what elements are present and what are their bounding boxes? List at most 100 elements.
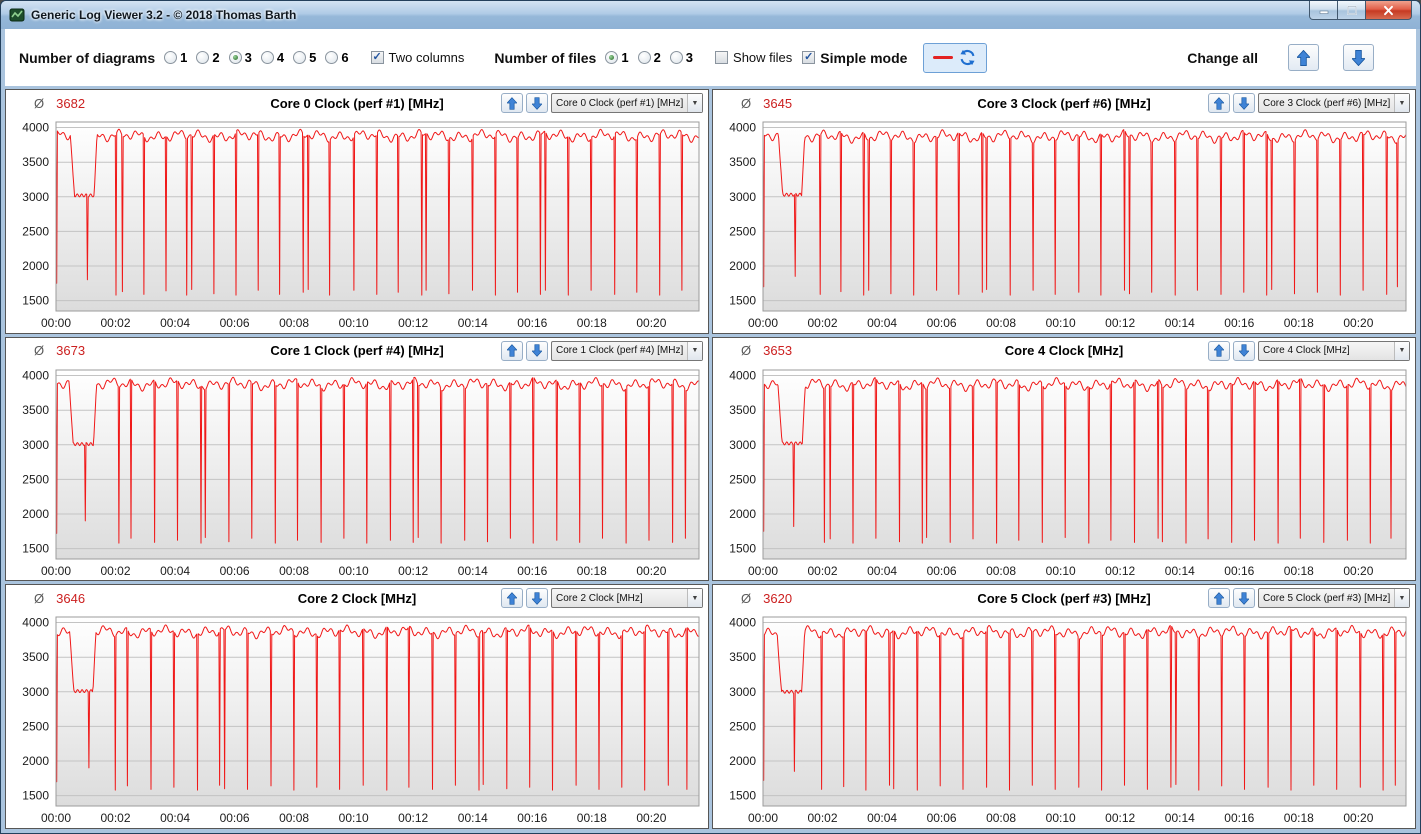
svg-text:00:12: 00:12 — [1105, 316, 1135, 330]
signal-dropdown[interactable]: Core 2 Clock [MHz] ▼ — [551, 588, 703, 609]
signal-dropdown[interactable]: Core 4 Clock [MHz] ▼ — [1258, 340, 1410, 361]
chart-panel-5: Ø 3620 Core 5 Clock (perf #3) [MHz] Core… — [712, 584, 1416, 829]
radio-icon[interactable] — [605, 51, 619, 64]
diagram-count-option-6[interactable]: 6 — [325, 50, 349, 65]
panel-header: Ø 3620 Core 5 Clock (perf #3) [MHz] Core… — [713, 585, 1415, 612]
svg-text:00:14: 00:14 — [1165, 564, 1195, 578]
panel-move-up-button[interactable] — [1208, 93, 1230, 113]
radio-icon[interactable] — [293, 51, 307, 64]
chevron-down-icon[interactable]: ▼ — [687, 94, 702, 112]
chevron-down-icon[interactable]: ▼ — [687, 589, 702, 608]
svg-text:3500: 3500 — [22, 651, 49, 665]
show-files-checkbox[interactable]: Show files — [715, 50, 792, 65]
change-all-up-button[interactable] — [1288, 44, 1319, 71]
svg-text:1500: 1500 — [729, 541, 756, 555]
close-button[interactable] — [1366, 1, 1412, 20]
diagram-count-option-1[interactable]: 1 — [164, 50, 187, 65]
signal-dropdown[interactable]: Core 3 Clock (perf #6) [MHz] ▼ — [1258, 93, 1410, 113]
checkbox-icon[interactable]: ✓ — [802, 51, 816, 64]
chevron-down-icon[interactable]: ▼ — [1394, 94, 1409, 112]
file-count-option-3[interactable]: 3 — [669, 50, 693, 65]
svg-text:00:08: 00:08 — [279, 811, 309, 825]
checkbox-icon[interactable]: ✓ — [370, 51, 384, 64]
radio-icon[interactable] — [325, 51, 339, 64]
change-all-down-button[interactable] — [1343, 44, 1374, 71]
signal-dropdown[interactable]: Core 1 Clock (perf #4) [MHz] ▼ — [551, 340, 703, 361]
up-arrow-icon — [507, 344, 517, 357]
radio-icon[interactable] — [637, 51, 651, 64]
diagram-count-option-4[interactable]: 4 — [260, 50, 284, 65]
svg-text:4000: 4000 — [729, 616, 756, 630]
file-count-option-2[interactable]: 2 — [637, 50, 661, 65]
panel-move-down-button[interactable] — [1233, 588, 1255, 609]
svg-text:00:16: 00:16 — [1224, 316, 1254, 330]
svg-text:2000: 2000 — [729, 754, 756, 768]
svg-text:00:20: 00:20 — [636, 316, 666, 330]
chart-panel-4: Ø 3646 Core 2 Clock [MHz] Core 2 Clock [… — [5, 584, 709, 829]
line-style-refresh-button[interactable] — [923, 42, 988, 73]
radio-icon[interactable] — [196, 51, 210, 64]
svg-text:3500: 3500 — [22, 403, 49, 417]
signal-dropdown-value: Core 1 Clock (perf #4) [MHz] — [556, 345, 684, 357]
svg-text:2000: 2000 — [22, 507, 49, 521]
svg-text:00:08: 00:08 — [986, 811, 1016, 825]
refresh-icon — [958, 48, 977, 67]
diagram-count-option-2[interactable]: 2 — [196, 50, 220, 65]
svg-text:00:14: 00:14 — [1165, 811, 1195, 825]
diagram-count-option-5[interactable]: 5 — [293, 50, 316, 65]
signal-dropdown-value: Core 5 Clock (perf #3) [MHz] — [1263, 592, 1391, 604]
chevron-down-icon[interactable]: ▼ — [1394, 589, 1409, 608]
maximize-button[interactable] — [1338, 1, 1366, 20]
panel-move-down-button[interactable] — [1233, 340, 1255, 361]
window-controls — [1309, 1, 1412, 20]
up-arrow-icon — [1214, 96, 1224, 110]
panel-move-up-button[interactable] — [501, 588, 523, 609]
simple-mode-checkbox[interactable]: ✓ Simple mode — [802, 50, 907, 66]
svg-text:2000: 2000 — [22, 754, 49, 768]
diagram-count-radio-group: 1 2 3 4 5 6 — [164, 50, 349, 65]
radio-label: 5 — [309, 50, 317, 65]
panel-move-down-button[interactable] — [526, 93, 548, 113]
panel-move-up-button[interactable] — [1208, 588, 1230, 609]
chevron-down-icon[interactable]: ▼ — [1394, 341, 1409, 360]
radio-icon[interactable] — [164, 51, 178, 64]
svg-text:1500: 1500 — [729, 294, 756, 308]
panel-move-up-button[interactable] — [501, 340, 523, 361]
down-arrow-icon — [532, 344, 542, 357]
panel-header: Ø 3653 Core 4 Clock [MHz] Core 4 Clock [… — [713, 337, 1415, 364]
panel-move-down-button[interactable] — [526, 588, 548, 609]
panel-move-up-button[interactable] — [1208, 340, 1230, 361]
panel-controls: Core 2 Clock [MHz] ▼ — [501, 588, 703, 609]
panel-move-down-button[interactable] — [526, 340, 548, 361]
signal-dropdown-value: Core 3 Clock (perf #6) [MHz] — [1263, 97, 1391, 109]
radio-icon[interactable] — [260, 51, 274, 64]
red-line-icon — [933, 56, 954, 59]
chart-area: 1500 2000 2500 3000 3500 4000 00:00 00:02 00:04 0… — [6, 365, 708, 581]
signal-dropdown[interactable]: Core 0 Clock (perf #1) [MHz] ▼ — [551, 93, 703, 113]
svg-text:00:08: 00:08 — [986, 316, 1016, 330]
signal-dropdown[interactable]: Core 5 Clock (perf #3) [MHz] ▼ — [1258, 588, 1410, 609]
svg-text:00:10: 00:10 — [339, 564, 369, 578]
panel-controls: Core 4 Clock [MHz] ▼ — [1208, 340, 1410, 361]
svg-text:00:04: 00:04 — [867, 811, 897, 825]
down-arrow-icon — [532, 96, 542, 110]
panel-controls: Core 0 Clock (perf #1) [MHz] ▼ — [501, 93, 703, 113]
two-columns-checkbox[interactable]: ✓ Two columns — [370, 50, 464, 65]
checkbox-icon[interactable] — [715, 51, 729, 64]
panel-move-up-button[interactable] — [501, 93, 523, 113]
svg-text:00:20: 00:20 — [1343, 564, 1373, 578]
chevron-down-icon[interactable]: ▼ — [687, 341, 702, 360]
panel-move-down-button[interactable] — [1233, 93, 1255, 113]
svg-text:00:00: 00:00 — [748, 564, 778, 578]
radio-icon[interactable] — [228, 51, 242, 64]
diagram-count-option-3[interactable]: 3 — [228, 50, 252, 65]
radio-icon[interactable] — [669, 51, 683, 64]
file-count-option-1[interactable]: 1 — [605, 50, 629, 65]
minimize-button[interactable] — [1309, 1, 1338, 20]
svg-text:00:10: 00:10 — [1046, 316, 1076, 330]
svg-text:3000: 3000 — [729, 437, 756, 451]
svg-text:00:10: 00:10 — [1046, 564, 1076, 578]
svg-text:00:02: 00:02 — [807, 564, 837, 578]
